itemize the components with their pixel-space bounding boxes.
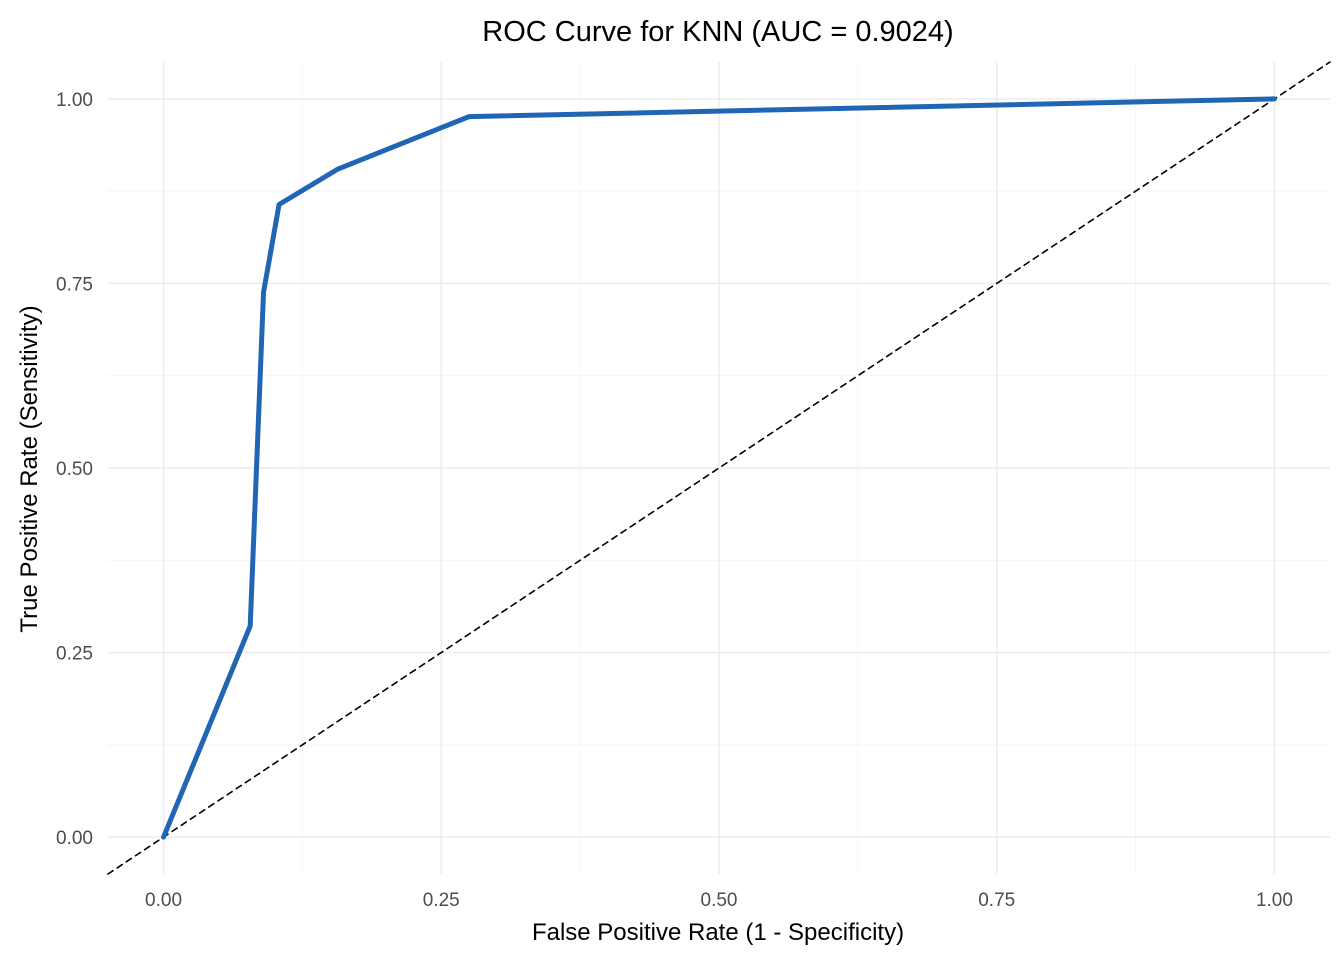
y-tick-label: 0.75 — [56, 274, 93, 295]
reference-diagonal-line — [107, 61, 1331, 875]
y-tick-label: 0.50 — [56, 459, 93, 480]
series — [107, 61, 1331, 875]
grid — [108, 62, 1330, 874]
y-tick-label: 0.00 — [56, 828, 93, 849]
x-tick-label: 0.50 — [701, 890, 738, 911]
x-tick-label: 1.00 — [1256, 890, 1293, 911]
x-axis-ticks: 0.00 0.25 0.50 0.75 1.00 — [145, 890, 1293, 911]
y-axis-title: True Positive Rate (Sensitivity) — [16, 305, 43, 632]
chart-title: ROC Curve for KNN (AUC = 0.9024) — [482, 16, 953, 48]
y-tick-label: 1.00 — [56, 90, 93, 111]
y-axis-ticks: 0.00 0.25 0.50 0.75 1.00 — [56, 90, 93, 849]
y-tick-label: 0.25 — [56, 644, 93, 665]
x-tick-label: 0.25 — [423, 890, 460, 911]
x-axis-title: False Positive Rate (1 - Specificity) — [532, 919, 904, 946]
x-tick-label: 0.00 — [145, 890, 182, 911]
roc-curve-line — [161, 96, 1277, 840]
x-tick-label: 0.75 — [978, 890, 1015, 911]
